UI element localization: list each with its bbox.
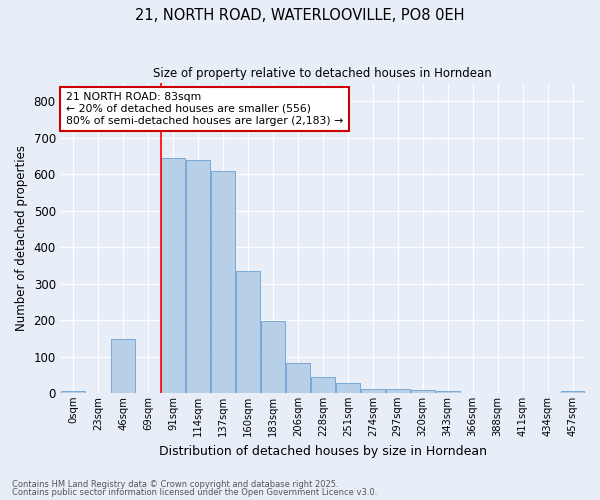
Bar bbox=[111, 339, 135, 393]
Bar bbox=[236, 271, 260, 393]
Bar bbox=[211, 170, 235, 393]
Bar bbox=[560, 391, 584, 393]
Bar bbox=[411, 390, 434, 393]
Bar bbox=[361, 390, 385, 393]
Bar bbox=[336, 383, 359, 393]
Text: 21 NORTH ROAD: 83sqm
← 20% of detached houses are smaller (556)
80% of semi-deta: 21 NORTH ROAD: 83sqm ← 20% of detached h… bbox=[66, 92, 343, 126]
Bar bbox=[386, 388, 410, 393]
Title: Size of property relative to detached houses in Horndean: Size of property relative to detached ho… bbox=[154, 68, 492, 80]
Bar bbox=[261, 321, 285, 393]
Bar bbox=[186, 160, 210, 393]
Bar bbox=[161, 158, 185, 393]
Y-axis label: Number of detached properties: Number of detached properties bbox=[15, 145, 28, 331]
Bar bbox=[436, 391, 460, 393]
Bar bbox=[311, 376, 335, 393]
Text: Contains HM Land Registry data © Crown copyright and database right 2025.: Contains HM Land Registry data © Crown c… bbox=[12, 480, 338, 489]
X-axis label: Distribution of detached houses by size in Horndean: Distribution of detached houses by size … bbox=[159, 444, 487, 458]
Text: Contains public sector information licensed under the Open Government Licence v3: Contains public sector information licen… bbox=[12, 488, 377, 497]
Bar bbox=[61, 391, 85, 393]
Text: 21, NORTH ROAD, WATERLOOVILLE, PO8 0EH: 21, NORTH ROAD, WATERLOOVILLE, PO8 0EH bbox=[135, 8, 465, 22]
Bar bbox=[286, 362, 310, 393]
